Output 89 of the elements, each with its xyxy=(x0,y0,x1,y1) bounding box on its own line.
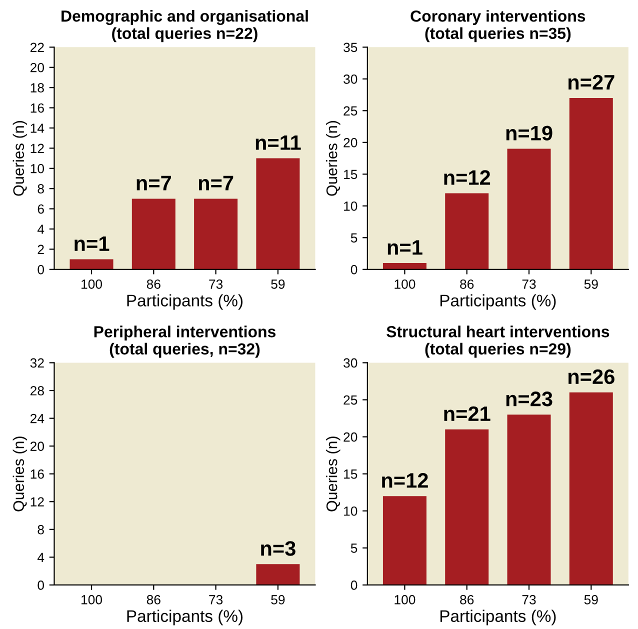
data-label: n=27 xyxy=(568,74,614,90)
y-tick-label: 2 xyxy=(38,244,44,254)
y-tick-label: 32 xyxy=(30,358,44,368)
y-axis-title: Queries (n) xyxy=(12,436,28,512)
y-axis-title: Queries (n) xyxy=(12,121,28,196)
y-tick-label: 25 xyxy=(344,106,358,116)
bar xyxy=(382,496,426,585)
y-tick-label: 18 xyxy=(30,83,44,92)
data-label: n=3 xyxy=(261,541,296,556)
y-tick-label: 10 xyxy=(30,164,44,174)
x-tick-label: 86 xyxy=(460,595,474,604)
y-tick-label: 28 xyxy=(30,386,44,396)
data-label: n=1 xyxy=(388,240,422,255)
y-axis-title: Queries (n) xyxy=(326,436,340,512)
x-tick-label: 73 xyxy=(209,595,223,604)
data-label: n=11 xyxy=(256,135,301,150)
bar xyxy=(569,392,613,585)
data-label: n=23 xyxy=(506,392,552,406)
bar xyxy=(445,193,489,270)
x-tick-label: 59 xyxy=(584,595,598,604)
y-tick-label: 15 xyxy=(344,170,358,180)
x-axis-title: Participants (%) xyxy=(127,610,243,626)
x-tick-label: 59 xyxy=(584,279,598,289)
y-tick-label: 8 xyxy=(38,524,44,534)
y-tick-label: 0 xyxy=(350,580,358,590)
chart-title: Structural heart interventions (total queries n=29) xyxy=(386,326,610,358)
data-label: n=26 xyxy=(568,369,614,384)
y-tick-label: 5 xyxy=(350,233,358,243)
y-tick-label: 4 xyxy=(37,552,44,562)
y-tick-label: 30 xyxy=(344,74,358,84)
bar xyxy=(256,158,300,270)
y-tick-label: 16 xyxy=(30,469,44,479)
y-tick-label: 20 xyxy=(344,138,358,148)
chart-title: Peripheral interventions (total queries, n=32) xyxy=(94,326,276,358)
data-label: n=7 xyxy=(136,176,171,190)
y-tick-label: 5 xyxy=(350,544,358,553)
bar xyxy=(194,198,238,270)
bar xyxy=(382,263,426,270)
x-tick-label: 59 xyxy=(271,595,285,604)
data-label: n=7 xyxy=(198,176,234,190)
y-tick-label: 0 xyxy=(350,264,358,274)
x-tick-label: 100 xyxy=(394,279,416,289)
y-tick-label: 8 xyxy=(38,184,44,194)
y-tick-label: 0 xyxy=(38,264,44,274)
y-tick-label: 0 xyxy=(38,580,44,590)
y-tick-label: 22 xyxy=(30,42,44,52)
data-label: n=1 xyxy=(74,236,110,251)
x-tick-label: 73 xyxy=(209,279,223,289)
x-axis-title: Participants (%) xyxy=(440,610,556,626)
data-label: n=19 xyxy=(506,126,552,140)
x-tick-label: 86 xyxy=(460,279,474,289)
x-tick-label: 100 xyxy=(394,595,416,604)
data-label: n=12 xyxy=(382,473,428,488)
bar xyxy=(569,98,613,270)
x-tick-label: 73 xyxy=(522,279,536,289)
y-tick-label: 20 xyxy=(344,432,358,442)
x-axis-title: Participants (%) xyxy=(127,294,243,310)
y-tick-label: 12 xyxy=(30,497,44,506)
y-tick-label: 14 xyxy=(30,124,44,133)
y-tick-label: 10 xyxy=(344,201,358,211)
data-label: n=12 xyxy=(444,170,490,185)
x-tick-label: 86 xyxy=(146,595,160,604)
bar xyxy=(132,198,176,270)
y-tick-label: 16 xyxy=(30,103,44,113)
x-tick-label: 100 xyxy=(82,595,102,604)
bar xyxy=(70,259,114,270)
y-tick-label: 20 xyxy=(30,442,44,451)
chart-title: Demographic and organisational (total queries n=22) xyxy=(62,10,308,42)
chart-title: Coronary interventions (total queries n=35) xyxy=(410,10,586,42)
y-tick-label: 30 xyxy=(344,358,358,368)
y-tick-label: 24 xyxy=(30,414,44,424)
y-tick-label: 25 xyxy=(344,395,358,405)
bar xyxy=(507,148,551,270)
y-tick-label: 15 xyxy=(344,470,358,479)
x-tick-label: 59 xyxy=(271,279,285,289)
y-tick-label: 35 xyxy=(344,42,358,52)
data-label: n=21 xyxy=(444,406,490,421)
y-tick-label: 20 xyxy=(30,62,44,72)
x-tick-label: 100 xyxy=(82,279,102,289)
bar xyxy=(507,414,551,585)
y-tick-label: 12 xyxy=(30,144,44,153)
x-tick-label: 73 xyxy=(522,595,536,604)
y-tick-label: 4 xyxy=(37,224,44,234)
bar xyxy=(445,429,489,585)
y-tick-label: 6 xyxy=(38,204,44,214)
x-axis-title: Participants (%) xyxy=(440,294,556,310)
x-tick-label: 86 xyxy=(146,279,160,289)
y-tick-label: 10 xyxy=(344,506,358,516)
y-axis-title: Queries (n) xyxy=(326,121,340,196)
